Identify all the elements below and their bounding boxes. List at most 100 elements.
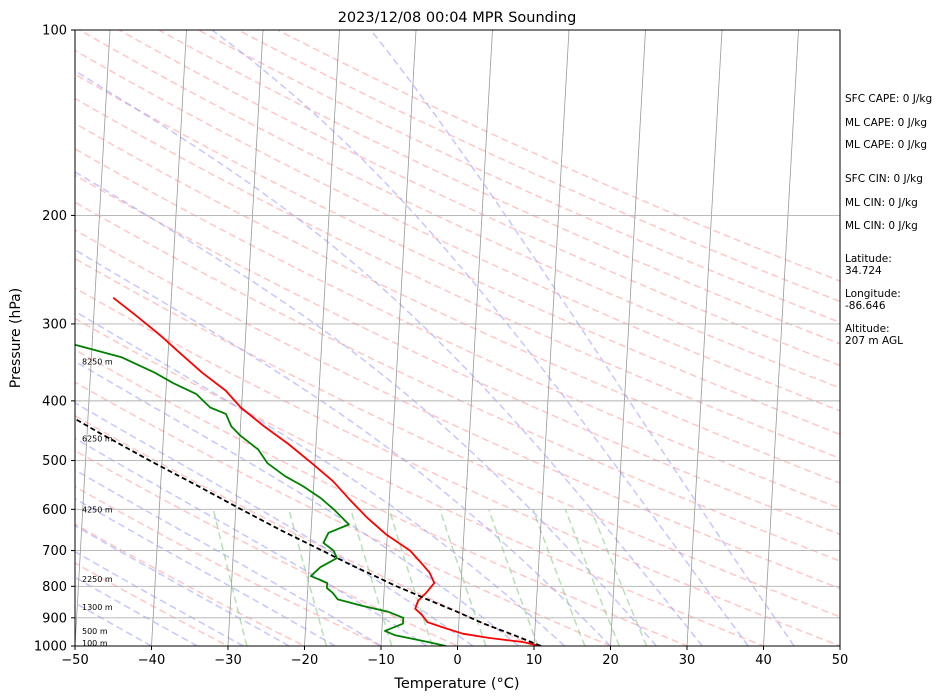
ml-cape-text: ML CAPE: 0 J/kg <box>845 139 927 151</box>
isotherm-line <box>75 30 111 646</box>
moist-adiabat <box>75 469 382 646</box>
ml-cape-text: ML CAPE: 0 J/kg <box>845 117 927 129</box>
mixing-ratio-line <box>439 509 487 646</box>
height-label: 4250 m <box>82 505 113 514</box>
dry-adiabat <box>276 30 840 282</box>
x-tick-label: −10 <box>367 653 394 668</box>
y-tick-label: 1000 <box>34 640 67 655</box>
temperature-line <box>112 296 542 646</box>
dry-adiabat <box>75 201 840 562</box>
isotherm-line <box>227 30 264 646</box>
y-axis-label: Pressure (hPa) <box>8 288 24 388</box>
altitude-label: Altitude: <box>845 323 890 335</box>
sfc-cape-text: SFC CAPE: 0 J/kg <box>845 93 932 105</box>
dry-adiabat <box>157 30 840 345</box>
y-tick-label: 200 <box>42 209 67 224</box>
y-tick-label: 100 <box>42 24 67 39</box>
y-tick-label: 500 <box>42 454 67 469</box>
moist-adiabat <box>75 550 244 646</box>
height-label: 500 m <box>82 627 108 636</box>
isotherm-line <box>763 30 799 646</box>
mixing-ratio-line <box>212 509 248 646</box>
moist-adiabat <box>211 30 749 646</box>
y-tick-label: 800 <box>42 580 67 595</box>
sfc-cin-text: SFC CIN: 0 J/kg <box>845 173 923 185</box>
height-label: 8250 m <box>82 357 113 366</box>
dry-adiabat <box>75 317 766 646</box>
dry-adiabat <box>75 229 840 590</box>
dry-adiabat <box>75 257 840 618</box>
moist-adiabat <box>75 171 657 646</box>
x-tick-label: −20 <box>291 653 318 668</box>
isotherm-line <box>380 30 417 646</box>
dry-adiabat <box>75 485 383 646</box>
plot-frame <box>74 29 841 647</box>
dry-adiabat <box>75 148 840 510</box>
mixing-ratio-line <box>564 509 620 646</box>
isotherm-line <box>304 30 340 646</box>
height-label: 100 m <box>82 639 108 648</box>
moist-adiabat <box>370 30 795 646</box>
longitude-label: Longitude: <box>845 288 901 300</box>
mixing-ratio-line <box>488 509 539 646</box>
y-tick-label: 300 <box>42 317 67 332</box>
dry-adiabat <box>75 122 840 484</box>
x-tick-label: 10 <box>526 653 543 668</box>
mixing-ratio-line <box>532 509 586 646</box>
x-tick-label: 30 <box>679 653 696 668</box>
side-panel: SFC CAPE: 0 J/kg ML CAPE: 0 J/kg ML CAPE… <box>845 93 932 347</box>
moist-adiabat <box>75 310 566 646</box>
x-axis-label: Temperature (°C) <box>393 676 519 692</box>
isotherm-line <box>686 30 723 646</box>
x-tick-label: 0 <box>453 653 461 668</box>
moist-adiabat <box>75 524 290 646</box>
parcel-line <box>75 417 542 646</box>
dry-adiabat <box>236 30 840 303</box>
dewpoint-line <box>75 343 447 646</box>
isotherm-line <box>610 30 646 646</box>
isotherm-line <box>533 30 570 646</box>
moist-adiabat <box>75 248 612 646</box>
x-tick-label: −30 <box>214 653 241 668</box>
x-tick-label: −50 <box>61 653 88 668</box>
altitude-value: 207 m AGL <box>845 335 903 347</box>
moist-adiabat <box>75 576 198 646</box>
mixing-ratio-line <box>388 509 434 646</box>
x-tick-label: 50 <box>832 653 849 668</box>
latitude-value: 34.724 <box>845 265 882 277</box>
x-tick-label: 20 <box>602 653 619 668</box>
height-label: 6250 m <box>82 434 113 443</box>
height-label: 2250 m <box>82 575 113 584</box>
dry-adiabat <box>75 381 613 646</box>
dry-adiabat <box>75 562 230 646</box>
y-tick-label: 400 <box>42 394 67 409</box>
y-tick-label: 900 <box>42 611 67 626</box>
dry-adiabat <box>75 287 840 646</box>
moist-adiabat <box>75 69 703 646</box>
dry-adiabat <box>78 30 840 389</box>
dry-adiabat <box>75 414 536 646</box>
dry-adiabat <box>75 73 840 436</box>
ml-cin-text: ML CIN: 0 J/kg <box>845 220 918 232</box>
y-tick-label: 700 <box>42 544 67 559</box>
chart-title: 2023/12/08 00:04 MPR Sounding <box>338 10 577 26</box>
dry-adiabat <box>75 49 840 412</box>
y-tick-label: 600 <box>42 503 67 518</box>
moist-adiabat <box>75 402 474 646</box>
isotherm-line <box>457 30 493 646</box>
height-label: 1300 m <box>82 603 113 612</box>
isotherm-line <box>151 30 187 646</box>
longitude-value: -86.646 <box>845 300 886 312</box>
dry-adiabat <box>75 97 840 460</box>
dry-adiabat <box>75 449 460 646</box>
x-tick-label: 40 <box>755 653 772 668</box>
dry-adiabat <box>75 523 307 646</box>
dry-adiabat <box>196 30 840 324</box>
x-tick-label: −40 <box>138 653 165 668</box>
dry-adiabat <box>75 348 689 646</box>
dry-adiabat <box>75 174 840 536</box>
mixing-ratio-line <box>350 509 393 646</box>
moist-adiabat <box>75 360 520 646</box>
ml-cin-text: ML CIN: 0 J/kg <box>845 197 918 209</box>
